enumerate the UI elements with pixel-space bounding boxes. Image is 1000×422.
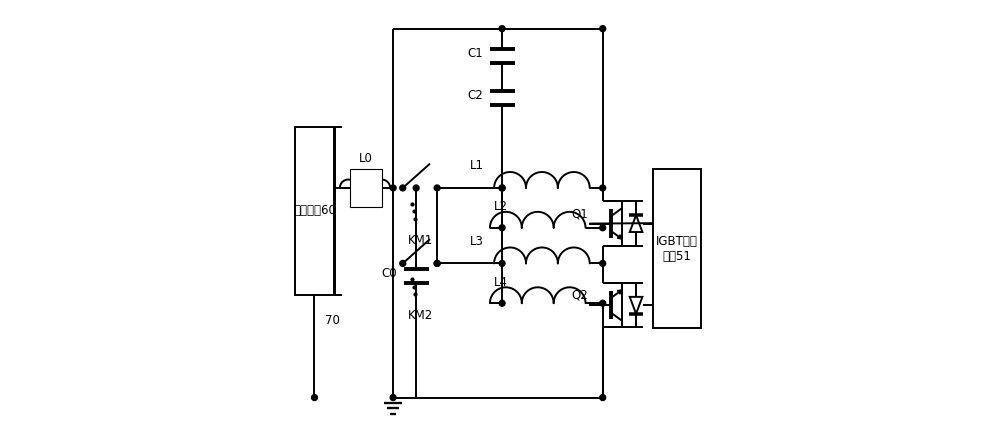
Bar xyxy=(350,169,382,207)
Text: L0: L0 xyxy=(359,152,373,165)
Circle shape xyxy=(390,395,396,400)
Text: KM2: KM2 xyxy=(408,309,433,322)
Text: 供电模块60: 供电模块60 xyxy=(293,205,336,217)
Circle shape xyxy=(499,260,505,266)
Circle shape xyxy=(499,26,505,32)
Text: L3: L3 xyxy=(470,235,484,248)
Circle shape xyxy=(434,260,440,266)
Circle shape xyxy=(400,185,406,191)
Circle shape xyxy=(600,26,606,32)
Circle shape xyxy=(390,185,396,191)
Circle shape xyxy=(600,300,606,306)
Circle shape xyxy=(312,395,317,400)
Text: C0: C0 xyxy=(382,268,397,280)
Circle shape xyxy=(499,185,505,191)
Circle shape xyxy=(600,185,606,191)
Circle shape xyxy=(499,300,505,306)
Circle shape xyxy=(434,185,440,191)
Text: L1: L1 xyxy=(470,159,484,172)
Text: C1: C1 xyxy=(467,47,483,60)
Text: 70: 70 xyxy=(325,314,340,327)
Circle shape xyxy=(413,185,419,191)
Circle shape xyxy=(499,185,505,191)
Text: L2: L2 xyxy=(494,200,508,213)
Circle shape xyxy=(600,395,606,400)
Bar xyxy=(295,127,334,295)
Text: Q1: Q1 xyxy=(571,207,588,220)
Text: Q2: Q2 xyxy=(571,289,588,302)
Circle shape xyxy=(600,225,606,231)
Circle shape xyxy=(499,225,505,231)
Text: KM1: KM1 xyxy=(408,234,433,247)
Circle shape xyxy=(400,260,406,266)
Text: C2: C2 xyxy=(467,89,483,102)
Circle shape xyxy=(434,260,440,266)
Bar xyxy=(653,169,701,328)
Text: IGBT驱动
单元51: IGBT驱动 单元51 xyxy=(656,235,698,263)
Text: L4: L4 xyxy=(494,276,508,289)
Circle shape xyxy=(600,260,606,266)
